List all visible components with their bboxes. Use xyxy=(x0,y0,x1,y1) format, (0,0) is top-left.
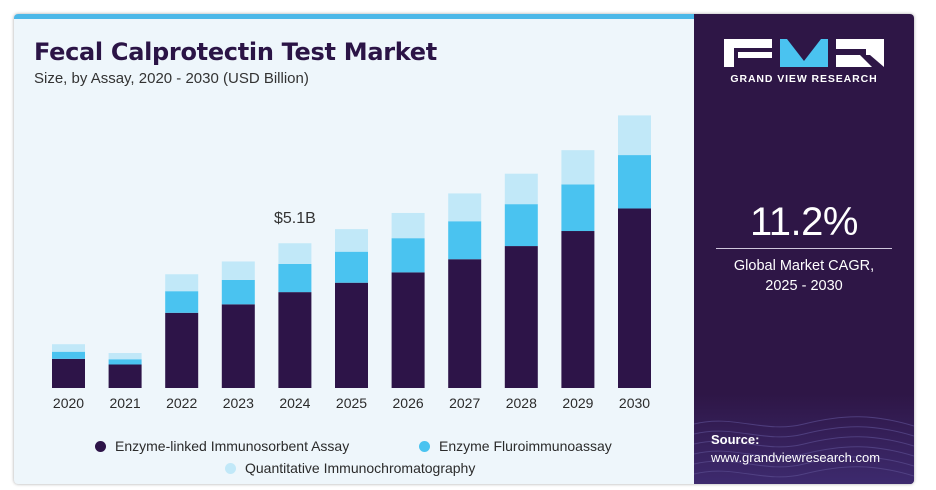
bar-qic-2025 xyxy=(335,229,368,252)
bar-elisa-2020 xyxy=(52,358,85,388)
chart-legend: Enzyme-linked Immunosorbent Assay Enzyme… xyxy=(14,424,694,476)
x-tick-label-2026: 2026 xyxy=(393,395,424,411)
legend-item-qic: Quantitative Immunochromatography xyxy=(225,460,475,476)
data-label-2024: $5.1B xyxy=(274,210,316,227)
bar-elisa-2028 xyxy=(504,246,538,388)
bar-qic-2023 xyxy=(221,261,255,280)
bar-elisa-2027 xyxy=(448,259,482,388)
x-tick-label-2022: 2022 xyxy=(166,395,197,411)
cagr-label-line2: 2025 - 2030 xyxy=(765,278,843,294)
bar-elisa-2030 xyxy=(618,208,651,388)
bar-qic-2029 xyxy=(561,150,595,185)
bar-efia-2029 xyxy=(561,184,595,232)
legend-item-elisa: Enzyme-linked Immunosorbent Assay xyxy=(95,438,349,454)
legend-label-qic: Quantitative Immunochromatography xyxy=(245,460,476,476)
bar-efia-2028 xyxy=(504,204,538,247)
legend-label-elisa: Enzyme-linked Immunosorbent Assay xyxy=(115,438,350,454)
bar-qic-2026 xyxy=(391,212,425,239)
bar-qic-2021 xyxy=(108,353,142,360)
legend-label-efia: Enzyme Fluroimmunoassay xyxy=(439,438,612,454)
decorative-wave-pattern xyxy=(694,394,914,484)
brand-name: GRAND VIEW RESEARCH xyxy=(730,73,878,85)
x-tick-label-2027: 2027 xyxy=(449,395,480,411)
bar-efia-2021 xyxy=(108,359,142,365)
x-tick-label-2030: 2030 xyxy=(619,395,650,411)
logo-r-icon xyxy=(836,39,884,67)
source-label: Source: xyxy=(711,432,760,447)
bar-qic-2020 xyxy=(52,344,85,352)
source-link[interactable]: www.grandviewresearch.com xyxy=(711,450,881,465)
bar-qic-2028 xyxy=(504,173,538,205)
bar-qic-2022 xyxy=(165,274,199,292)
bar-elisa-2029 xyxy=(561,231,595,388)
x-tick-label-2028: 2028 xyxy=(506,395,537,411)
legend-swatch-elisa xyxy=(95,440,106,452)
logo-mark xyxy=(724,39,884,67)
bar-elisa-2021 xyxy=(108,364,142,388)
bar-elisa-2023 xyxy=(221,304,255,388)
x-tick-label-2029: 2029 xyxy=(562,395,593,411)
x-tick-label-2023: 2023 xyxy=(223,395,254,411)
legend-swatch-qic xyxy=(225,462,236,474)
bar-qic-2030 xyxy=(618,115,651,156)
bar-efia-2030 xyxy=(618,155,651,209)
cagr-label: Global Market CAGR, 2025 - 2030 xyxy=(694,256,914,296)
legend-swatch-efia xyxy=(419,440,430,452)
bar-elisa-2022 xyxy=(165,312,199,388)
cagr-label-line1: Global Market CAGR, xyxy=(733,258,875,274)
logo-g-icon xyxy=(724,39,772,67)
accent-bar xyxy=(14,14,694,19)
bar-qic-2024 xyxy=(278,243,312,264)
bar-elisa-2025 xyxy=(335,282,368,388)
logo-v-icon xyxy=(780,39,828,67)
chart-card: Fecal Calprotectin Test Market Size, by … xyxy=(14,14,914,484)
bar-efia-2027 xyxy=(448,221,482,260)
brand-logo: GRAND VIEW RESEARCH xyxy=(724,39,884,87)
bar-efia-2022 xyxy=(165,291,199,313)
x-tick-label-2021: 2021 xyxy=(110,395,141,411)
x-tick-label-2020: 2020 xyxy=(53,395,84,411)
chart-title: Fecal Calprotectin Test Market xyxy=(34,38,437,66)
bar-qic-2027 xyxy=(448,193,482,222)
bar-efia-2023 xyxy=(221,279,255,305)
bar-elisa-2026 xyxy=(391,272,425,388)
cagr-divider xyxy=(716,248,892,249)
bar-efia-2020 xyxy=(52,351,85,359)
legend-item-efia: Enzyme Fluroimmunoassay xyxy=(419,438,612,454)
bar-elisa-2024 xyxy=(278,292,312,388)
x-tick-label-2024: 2024 xyxy=(279,395,310,411)
x-tick-label-2025: 2025 xyxy=(336,395,367,411)
bar-efia-2024 xyxy=(278,263,312,293)
stacked-bar-chart: 2020 2021 2022 2023 2024 $5.1B 2025 2026 2027 202… xyxy=(52,115,651,411)
chart-subtitle: Size, by Assay, 2020 - 2030 (USD Billion… xyxy=(34,70,309,87)
bar-efia-2026 xyxy=(391,238,425,273)
bar-efia-2025 xyxy=(335,251,368,283)
cagr-value: 11.2% xyxy=(750,200,858,244)
side-panel: GRAND VIEW RESEARCH 11.2% Global Market … xyxy=(694,14,914,484)
chart-panel: Fecal Calprotectin Test Market Size, by … xyxy=(14,14,694,484)
